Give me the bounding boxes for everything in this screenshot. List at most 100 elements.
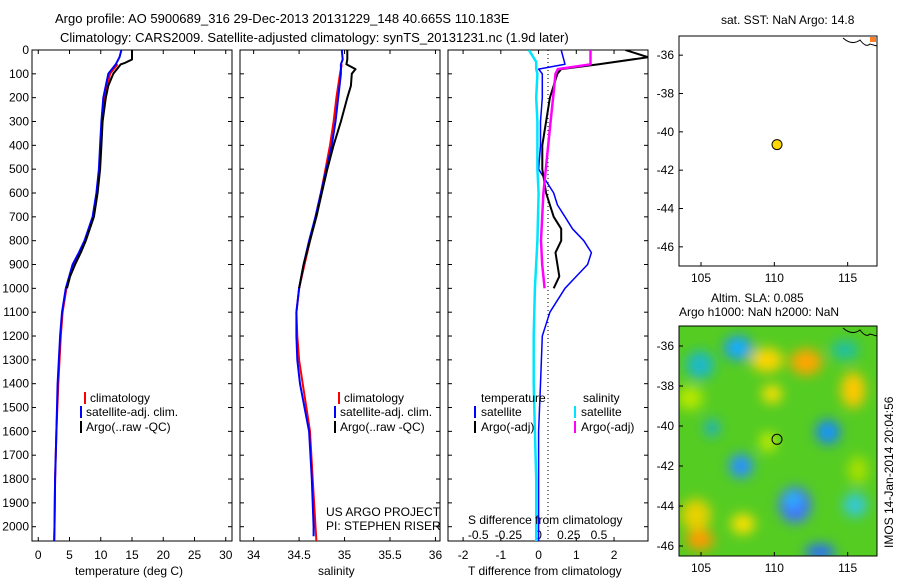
x-tick-label: 15: [125, 548, 139, 562]
argo-position-marker: [771, 139, 783, 151]
top-tick-label: 0.5: [591, 528, 608, 542]
map-x-tick-label: 110: [765, 271, 784, 285]
legend-label-satellite: satellite-adj. clim.: [340, 405, 432, 419]
difference-axes: [447, 49, 649, 542]
sla-field-anomalies: [679, 336, 868, 556]
sla-anomaly-high: [731, 514, 755, 534]
depth-tick-label: 500: [9, 162, 29, 176]
legend-title-salinity: salinity: [583, 391, 620, 405]
difference-xlabel: T difference from climatology: [468, 564, 622, 578]
sla-map-title-line1: Altim. SLA: 0.085: [711, 291, 804, 305]
depth-tick-label: 0: [22, 43, 29, 57]
map-x-tick-label: 110: [765, 561, 784, 575]
map-x-tick-label: 105: [691, 271, 711, 285]
difference-xlabel-top: S difference from climatology: [468, 513, 623, 527]
x-tick-label: 5: [66, 548, 73, 562]
sla-anomaly-high: [762, 385, 782, 403]
legend-label-climatology: climatology: [344, 391, 404, 405]
figure-title-line1: Argo profile: AO 5900689_316 29-Dec-2013…: [55, 11, 510, 26]
difference-series: [527, 50, 648, 541]
series-argo-raw-qc-: [298, 50, 357, 289]
difference-legend: temperature satellite Argo(-adj) salinit…: [474, 391, 634, 434]
sst-map-title: sat. SST: NaN Argo: 14.8: [721, 13, 855, 27]
series-salinity-argo-adj-: [539, 50, 592, 289]
salinity-axes: [239, 49, 441, 542]
map-y-tick-label: -36: [657, 339, 675, 353]
sla-anomaly-high: [790, 349, 822, 375]
map-y-tick-label: -38: [657, 87, 675, 101]
depth-tick-label: 1200: [2, 329, 29, 343]
depth-tick-label: 200: [9, 91, 29, 105]
x-tick-label: 34.5: [287, 548, 311, 562]
depth-tick-labels: 0 100 200 300 400 500 600 700 800 900 1000 1100 1200…: [2, 43, 29, 534]
coastline: [842, 327, 877, 337]
depth-tick-label: 1000: [2, 281, 29, 295]
temperature-ticks: 0 5 10 15 20 25 30: [32, 49, 233, 562]
series-climatology: [295, 64, 343, 541]
x-tick-label: 30: [219, 548, 233, 562]
sla-anomaly-high: [679, 386, 703, 410]
sla-heatmap: [679, 326, 877, 556]
sst-map-axes: [678, 35, 878, 267]
pi-annotation: PI: STEPHEN RISER: [326, 519, 441, 533]
top-tick-label: -0.5: [468, 528, 489, 542]
salinity-legend: climatology satellite-adj. clim. Argo(..…: [334, 391, 432, 434]
depth-tick-label: 1600: [2, 424, 29, 438]
sla-anomaly-high: [841, 372, 865, 408]
sla-anomaly-high: [686, 530, 714, 550]
depth-tick-label: 900: [9, 258, 29, 272]
temperature-xlabel: temperature (deg C): [75, 564, 183, 578]
x-tick-label: 25: [188, 548, 202, 562]
sla-anomaly-low-core: [732, 343, 744, 353]
map-x-tick-label: 115: [838, 561, 857, 575]
depth-tick-label: 300: [9, 115, 29, 129]
sla-map-panel: Altim. SLA: 0.085 Argo h1000: NaN h2000:…: [657, 291, 878, 575]
sla-anomaly-low: [729, 454, 753, 478]
coastline: [842, 37, 878, 47]
imos-watermark: IMOS 14-Jan-2014 20:04:56: [882, 396, 896, 548]
map-x-tick-label: 105: [691, 561, 711, 575]
salinity-panel: 34 34.5 35 35.5 36 salinity climatology sate…: [239, 49, 443, 578]
sla-map-title-line2: Argo h1000: NaN h2000: NaN: [679, 305, 839, 319]
argo-position-marker: [771, 433, 783, 445]
map-y-tick-label: -42: [657, 163, 675, 177]
x-tick-label: 34: [247, 548, 261, 562]
sla-anomaly-low: [686, 351, 714, 379]
top-tick-label: 0.25: [557, 528, 581, 542]
depth-tick-label: 1900: [2, 496, 29, 510]
sla-anomaly-high: [751, 348, 783, 372]
sla-anomaly-low-core: [787, 494, 799, 506]
x-tick-label: 0: [35, 548, 42, 562]
x-tick-label: 36: [429, 548, 443, 562]
figure-title-line2: Climatology: CARS2009. Satellite-adjuste…: [60, 30, 569, 45]
legend-label-argo: Argo(..raw -QC): [86, 420, 171, 434]
x-tick-label: 35.5: [378, 548, 402, 562]
sst-map-ticks: 105 110 115 -36 -38 -40 -42 -44 -46: [657, 48, 858, 285]
x-tick-label: 1: [573, 548, 580, 562]
series-temperature-argo-adj-: [541, 50, 648, 289]
x-tick-label: 20: [157, 548, 171, 562]
temperature-legend: climatology satellite-adj. clim. Argo(..…: [80, 391, 178, 434]
sla-map-axes: [678, 325, 878, 557]
difference-ticks: -2 -1 0 1 2-0.5 -0.25 0 0.25 0.5: [448, 49, 648, 562]
sla-anomaly-high: [760, 432, 776, 452]
depth-tick-label: 600: [9, 186, 29, 200]
legend-label-sal-satellite: satellite: [581, 405, 622, 419]
x-tick-label: 0: [535, 548, 542, 562]
map-y-tick-label: -42: [657, 459, 675, 473]
depth-tick-label: 1800: [2, 472, 29, 486]
legend-label-sal-argo: Argo(-adj): [581, 420, 634, 434]
temperature-panel: 0 5 10 15 20 25 30 temperature (deg C) climato…: [31, 49, 233, 578]
sla-anomaly-high: [848, 456, 868, 484]
series-salinity-satellite: [527, 50, 540, 541]
sla-anomaly-low: [831, 340, 859, 360]
map-y-tick-label: -44: [657, 499, 675, 513]
depth-tick-label: 1100: [3, 305, 29, 319]
depth-tick-label: 800: [9, 234, 29, 248]
sla-anomaly-high: [681, 499, 711, 531]
depth-tick-label: 2000: [2, 520, 29, 534]
top-tick-label: -0.25: [495, 528, 523, 542]
sla-anomaly-low: [805, 544, 835, 556]
salinity-series: [295, 50, 357, 541]
